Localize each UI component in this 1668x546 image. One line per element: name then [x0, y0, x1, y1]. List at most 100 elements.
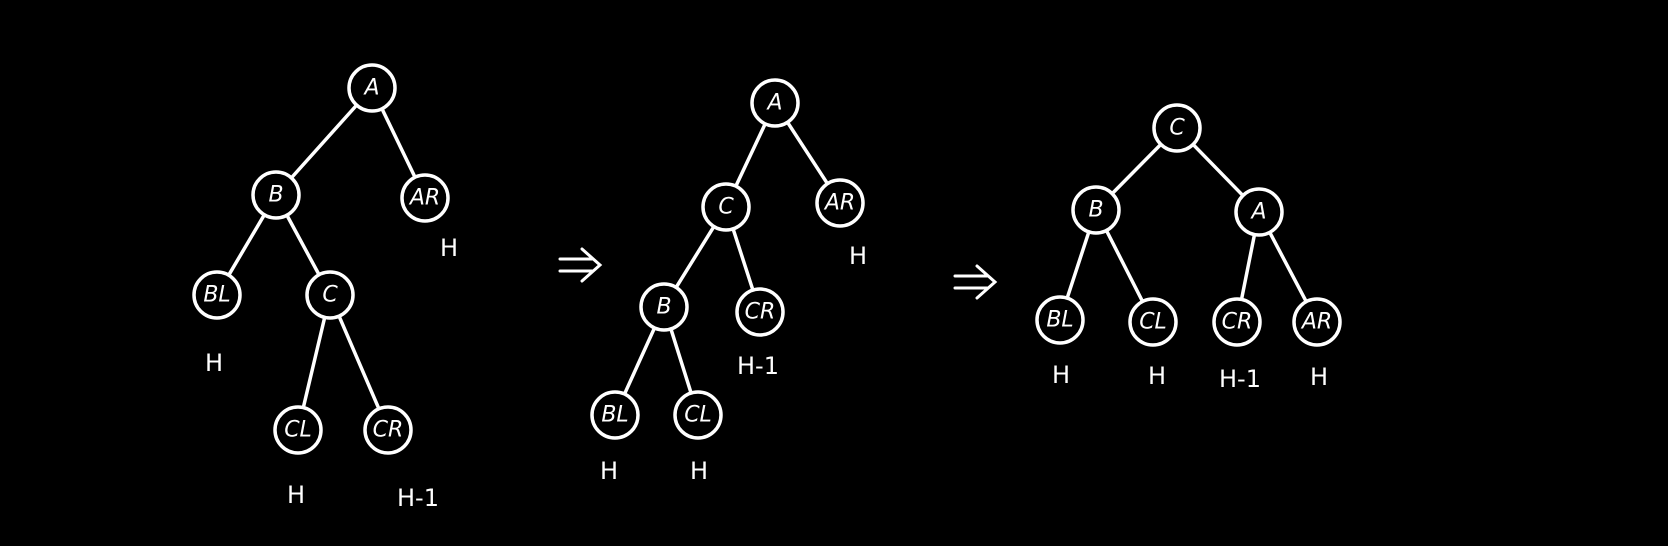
edge-c-b: [674, 224, 716, 290]
node-circle: [701, 182, 751, 232]
node-b: B: [251, 170, 301, 220]
node-label: CL: [684, 403, 712, 428]
tree-after-second-rotation: C B A BL CL CR AR H H H-1 H: [1035, 103, 1342, 393]
node-label: BL: [1046, 308, 1073, 333]
height-label-bl: H: [1052, 361, 1070, 389]
arrow-head: [580, 247, 603, 283]
node-label: C: [1169, 116, 1185, 141]
node-a: A: [750, 78, 800, 128]
node-label: BL: [203, 283, 230, 308]
node-circle: [735, 287, 785, 337]
height-label-ar: H: [440, 234, 458, 262]
node-ar: AR: [400, 173, 450, 223]
node-label: CR: [745, 300, 776, 325]
edge-c-cl: [301, 315, 327, 410]
node-label: B: [1088, 198, 1103, 223]
edge-a-ar: [785, 120, 830, 186]
node-label: A: [1249, 200, 1266, 225]
node-circle: [590, 390, 640, 440]
node-circle: [251, 170, 301, 220]
node-label: AR: [408, 186, 440, 211]
node-b: B: [1071, 185, 1121, 235]
node-label: CR: [1222, 310, 1253, 335]
node-circle: [273, 405, 323, 455]
edge-b-cl: [1104, 228, 1145, 304]
node-label: CR: [373, 418, 404, 443]
height-label-cl: H: [690, 457, 708, 485]
edge-c-cr: [731, 227, 755, 292]
node-label: AR: [1300, 310, 1332, 335]
node-circle: [1292, 297, 1342, 347]
node-circle: [1234, 187, 1284, 237]
node-label: CL: [1139, 310, 1167, 335]
edge-b-cl: [669, 327, 693, 395]
height-label-cl: H: [287, 481, 305, 509]
edge-b-c: [285, 213, 321, 277]
node-circle: [1212, 297, 1262, 347]
node-c: C: [701, 182, 751, 232]
tree-after-first-rotation: A C AR B CR BL CL H H-1 H H: [590, 78, 867, 485]
node-bl: BL: [1035, 295, 1085, 345]
height-label-bl: H: [205, 349, 223, 377]
edge-c-a: [1191, 142, 1245, 198]
edge-a-c: [734, 122, 767, 188]
node-circle: [1035, 295, 1085, 345]
height-label-ar: H: [1310, 363, 1328, 391]
node-circle: [1152, 103, 1202, 153]
node-a: A: [1234, 187, 1284, 237]
node-circle: [1071, 185, 1121, 235]
node-label: CL: [284, 418, 312, 443]
node-label: BL: [601, 403, 628, 428]
node-circle: [673, 390, 723, 440]
edge-b-bl: [226, 213, 267, 277]
node-ar: AR: [815, 178, 865, 228]
node-cl: CL: [673, 390, 723, 440]
node-cl: CL: [1128, 297, 1178, 347]
node-label: C: [718, 195, 734, 220]
edge-a-ar: [1267, 230, 1309, 304]
node-circle: [363, 405, 413, 455]
node-cr: CR: [1212, 297, 1262, 347]
node-c: C: [305, 270, 355, 320]
node-circle: [305, 270, 355, 320]
node-circle: [192, 270, 242, 320]
edge-a-b: [289, 103, 359, 180]
height-label-ar: H: [849, 242, 867, 270]
node-label: C: [322, 283, 338, 308]
node-circle: [400, 173, 450, 223]
node-label: A: [362, 76, 379, 101]
edge-a-cr: [1239, 232, 1257, 302]
node-b: B: [639, 282, 689, 332]
node-circle: [1128, 297, 1178, 347]
node-cl: CL: [273, 405, 323, 455]
transform-arrow-1: [558, 247, 603, 283]
node-bl: BL: [590, 390, 640, 440]
node-ar: AR: [1292, 297, 1342, 347]
node-cr: CR: [363, 405, 413, 455]
arrow-head: [975, 264, 998, 300]
node-label: A: [765, 91, 782, 116]
height-label-bl: H: [600, 457, 618, 485]
node-a: A: [347, 63, 397, 113]
edge-b-bl: [622, 326, 657, 396]
node-c: C: [1152, 103, 1202, 153]
node-label: AR: [823, 191, 855, 216]
node-bl: BL: [192, 270, 242, 320]
node-circle: [750, 78, 800, 128]
height-label-cr: H-1: [1219, 365, 1261, 393]
height-label-cr: H-1: [397, 484, 439, 512]
transform-arrow-2: [953, 264, 998, 300]
node-circle: [815, 178, 865, 228]
height-label-cr: H-1: [737, 352, 779, 380]
node-cr: CR: [735, 287, 785, 337]
node-label: B: [268, 183, 283, 208]
node-label: B: [656, 295, 671, 320]
tree-before-rotation: A B AR BL C CL CR H H H H-1: [192, 63, 458, 512]
node-circle: [347, 63, 397, 113]
edge-b-bl: [1065, 230, 1091, 300]
edge-a-ar: [380, 106, 417, 180]
height-label-cl: H: [1148, 362, 1166, 390]
node-circle: [639, 282, 689, 332]
edge-c-cr: [337, 314, 381, 411]
